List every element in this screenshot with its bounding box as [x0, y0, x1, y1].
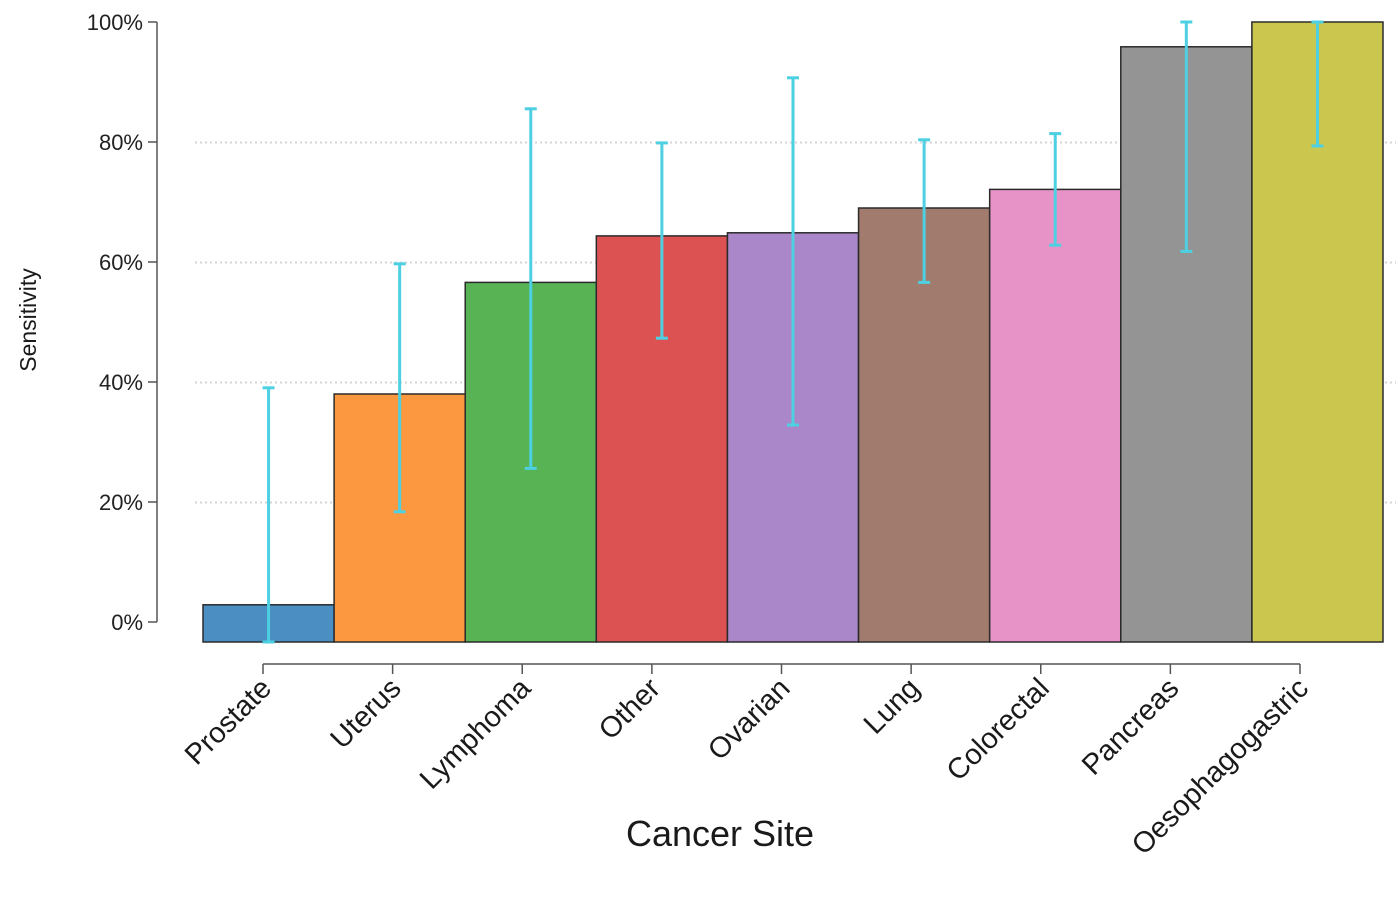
y-tick-label: 0% [111, 610, 143, 635]
x-tick-label: Colorectal [941, 672, 1056, 787]
x-tick-label: Prostate [179, 672, 278, 771]
x-tick-label: Lymphoma [414, 672, 538, 796]
y-tick-label: 80% [99, 130, 143, 155]
x-axis-title: Cancer Site [626, 813, 814, 854]
x-tick-label: Other [593, 672, 667, 746]
y-tick-label: 100% [87, 10, 143, 35]
y-tick-label: 20% [99, 490, 143, 515]
bar [988, 188, 1122, 643]
x-tick-label: Pancreas [1076, 672, 1185, 781]
x-tick-label: Ovarian [702, 672, 796, 766]
x-tick-label: Uterus [325, 672, 408, 755]
x-tick-label: Lung [858, 672, 926, 740]
y-tick-label: 60% [99, 250, 143, 275]
y-axis: 0% 20% 40% 60% 80% 100% [87, 10, 158, 635]
y-axis-title: Sensitivity [15, 268, 41, 372]
y-tick-label: 40% [99, 370, 143, 395]
error-bars [262, 20, 1324, 644]
